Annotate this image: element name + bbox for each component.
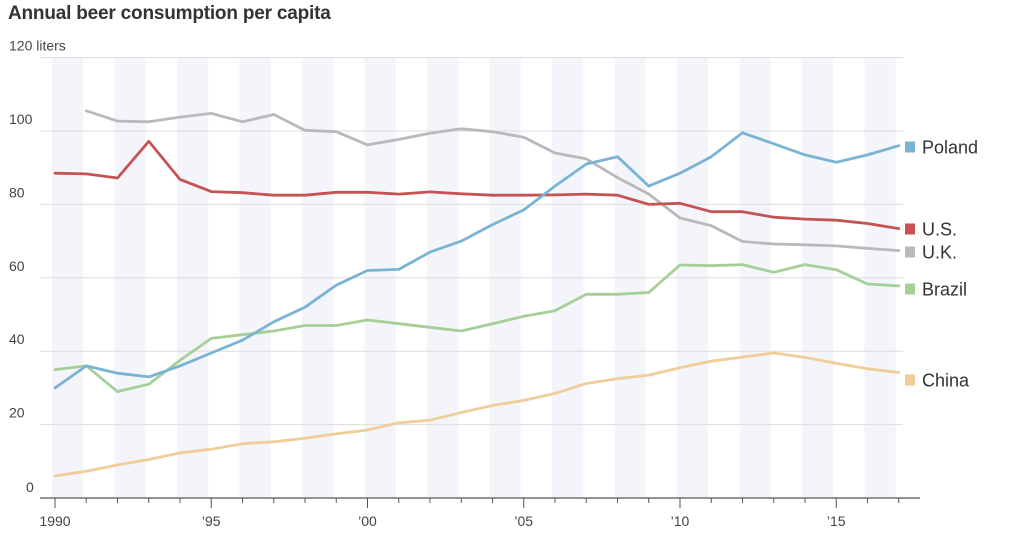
series-line-brazil (53, 263, 901, 394)
legend-swatch-poland (905, 141, 915, 153)
legend: Poland U.S. U.K. Brazil China (905, 138, 978, 391)
series-lines (53, 109, 901, 478)
y-tick-label: 20 (9, 405, 25, 421)
x-tick-label: ’00 (358, 513, 377, 529)
x-tick-label: ’95 (202, 513, 221, 529)
y-tick-label: 0 (26, 479, 34, 495)
y-tick-label: 80 (9, 184, 25, 200)
y-tick-label: 120 liters (9, 38, 66, 54)
series-line-china (53, 351, 901, 478)
x-tick-label: ’15 (827, 513, 846, 529)
legend-label-poland: Poland (922, 138, 978, 158)
legend-swatch-us (905, 223, 915, 235)
gridlines (40, 57, 903, 426)
x-axis: 1990 ’95 ’00 ’05 ’10 ’15 (39, 497, 920, 529)
series-line-poland (53, 131, 901, 390)
legend-label-us: U.S. (922, 220, 957, 240)
legend-swatch-brazil (905, 283, 915, 295)
legend-label-uk: U.K. (922, 243, 957, 263)
y-tick-label: 100 (9, 111, 33, 127)
legend-label-brazil: Brazil (922, 280, 967, 300)
y-axis-ticks: 20 40 60 80 100 120 liters 0 (9, 38, 66, 495)
x-tick-label: ’10 (671, 513, 690, 529)
chart-title: Annual beer consumption per capita (8, 3, 331, 24)
series-line-uk (84, 109, 901, 253)
legend-swatch-china (905, 374, 915, 386)
legend-swatch-uk (905, 246, 915, 258)
y-tick-label: 40 (9, 331, 25, 347)
x-tick-label: ’05 (514, 513, 533, 529)
series-line-us (53, 139, 901, 231)
y-tick-label: 60 (9, 258, 25, 274)
x-tick-label: 1990 (39, 513, 70, 529)
legend-label-china: China (922, 371, 970, 391)
